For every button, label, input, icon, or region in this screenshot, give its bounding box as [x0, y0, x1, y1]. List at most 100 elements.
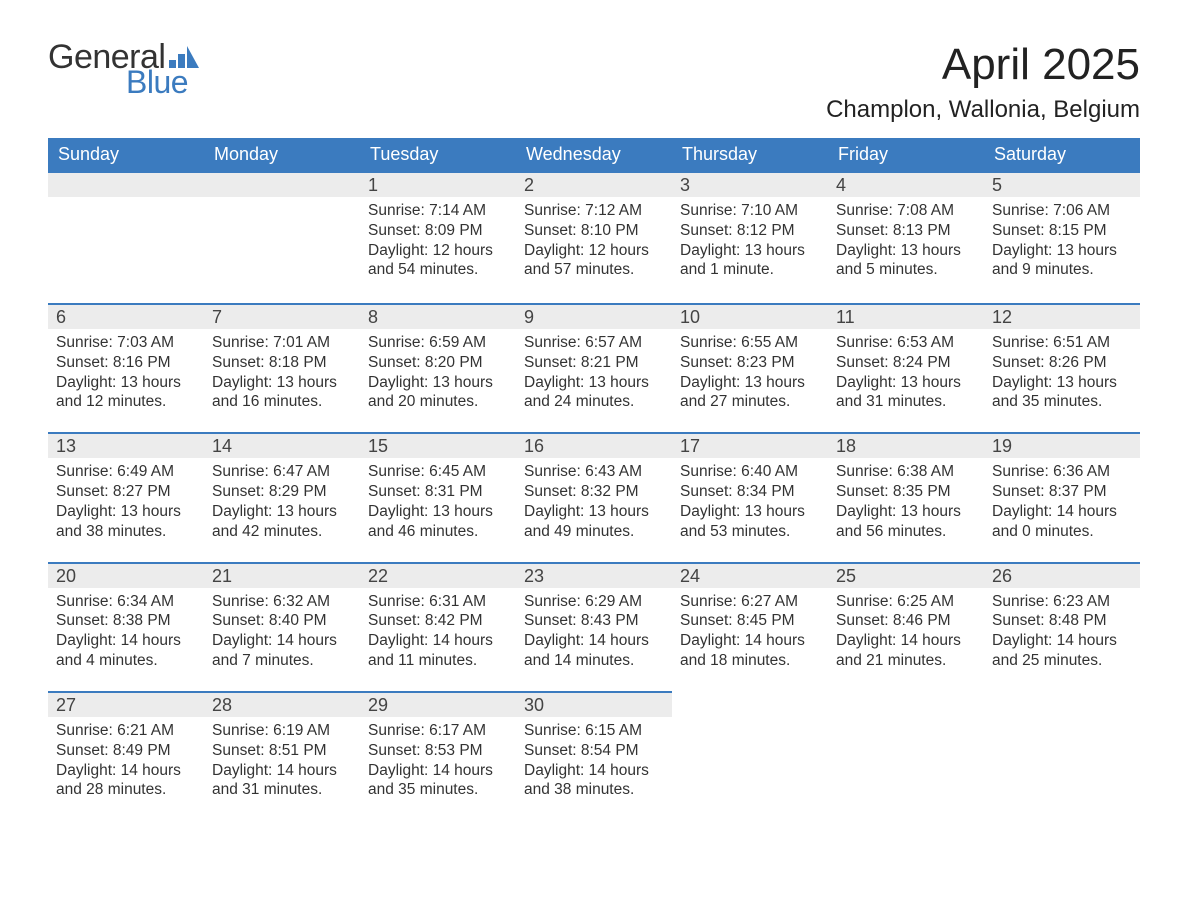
calendar-day: 18Sunrise: 6:38 AMSunset: 8:35 PMDayligh…	[828, 432, 984, 541]
day-number: 13	[48, 432, 204, 458]
calendar: SundayMondayTuesdayWednesdayThursdayFrid…	[48, 138, 1140, 803]
day-details: Sunrise: 6:40 AMSunset: 8:34 PMDaylight:…	[672, 458, 828, 541]
sunrise-text: Sunrise: 6:34 AM	[56, 592, 196, 612]
day-details: Sunrise: 6:19 AMSunset: 8:51 PMDaylight:…	[204, 717, 360, 800]
calendar-day	[828, 691, 984, 803]
day-number: 26	[984, 562, 1140, 588]
day-number: 10	[672, 303, 828, 329]
calendar-body: 1Sunrise: 7:14 AMSunset: 8:09 PMDaylight…	[48, 171, 1140, 803]
daylight-text: Daylight: 13 hours	[992, 241, 1132, 261]
sunset-text: Sunset: 8:18 PM	[212, 353, 352, 373]
sunset-text: Sunset: 8:49 PM	[56, 741, 196, 761]
day-details	[828, 717, 984, 803]
daylight-text: Daylight: 14 hours	[212, 761, 352, 781]
daylight-text: and 5 minutes.	[836, 260, 976, 280]
calendar-week: 20Sunrise: 6:34 AMSunset: 8:38 PMDayligh…	[48, 562, 1140, 671]
sunset-text: Sunset: 8:15 PM	[992, 221, 1132, 241]
calendar-day: 23Sunrise: 6:29 AMSunset: 8:43 PMDayligh…	[516, 562, 672, 671]
weekday-header: Thursday	[672, 138, 828, 171]
weekday-header: Saturday	[984, 138, 1140, 171]
sunrise-text: Sunrise: 6:45 AM	[368, 462, 508, 482]
weekday-header: Wednesday	[516, 138, 672, 171]
calendar-week: 13 Sunrise: 6:49 AMSunset: 8:27 PM Dayligh…	[48, 432, 1140, 541]
daylight-text: Daylight: 13 hours	[680, 241, 820, 261]
day-details: Sunrise: 6:25 AMSunset: 8:46 PMDaylight:…	[828, 588, 984, 671]
daylight-text: Daylight: 14 hours	[56, 761, 196, 781]
day-details: Sunrise: 7:01 AMSunset: 8:18 PMDaylight:…	[204, 329, 360, 412]
day-details: Sunrise: 6:57 AMSunset: 8:21 PMDaylight:…	[516, 329, 672, 412]
weekday-header: Tuesday	[360, 138, 516, 171]
sunset-text: Sunset: 8:24 PM	[836, 353, 976, 373]
daylight-text: and 27 minutes.	[680, 392, 820, 412]
daylight-text: Daylight: 14 hours	[836, 631, 976, 651]
daylight-text: Daylight: 12 hours	[368, 241, 508, 261]
day-number: 25	[828, 562, 984, 588]
daylight-text: and 53 minutes.	[680, 522, 820, 542]
sunset-text: Sunset: 8:09 PM	[368, 221, 508, 241]
day-details: Sunrise: 6:15 AMSunset: 8:54 PMDaylight:…	[516, 717, 672, 800]
sunrise-text: Sunrise: 6:57 AM	[524, 333, 664, 353]
day-number: 6	[48, 303, 204, 329]
day-number: 19	[984, 432, 1140, 458]
weekday-header: Friday	[828, 138, 984, 171]
sunset-text: Sunset: 8:51 PM	[212, 741, 352, 761]
day-details: Sunrise: 6:55 AMSunset: 8:23 PMDaylight:…	[672, 329, 828, 412]
sunset-text: Sunset: 8:37 PM	[992, 482, 1132, 502]
sunset-text: Sunset: 8:27 PM	[56, 482, 196, 502]
sunset-text: Sunset: 8:23 PM	[680, 353, 820, 373]
calendar-day: 13Sunrise: 6:49 AMSunset: 8:27 PMDayligh…	[48, 432, 204, 541]
daylight-text: and 16 minutes.	[212, 392, 352, 412]
daylight-text: Daylight: 13 hours	[368, 373, 508, 393]
day-number: 11	[828, 303, 984, 329]
day-details: Sunrise: 6:59 AMSunset: 8:20 PMDaylight:…	[360, 329, 516, 412]
sunset-text: Sunset: 8:35 PM	[836, 482, 976, 502]
daylight-text: and 31 minutes.	[836, 392, 976, 412]
sunrise-text: Sunrise: 6:17 AM	[368, 721, 508, 741]
calendar-day: 22Sunrise: 6:31 AMSunset: 8:42 PMDayligh…	[360, 562, 516, 671]
day-number: 30	[516, 691, 672, 717]
day-details: Sunrise: 6:53 AMSunset: 8:24 PMDaylight:…	[828, 329, 984, 412]
sunset-text: Sunset: 8:21 PM	[524, 353, 664, 373]
daylight-text: Daylight: 14 hours	[992, 502, 1132, 522]
day-number: 15	[360, 432, 516, 458]
day-number: 2	[516, 171, 672, 197]
daylight-text: Daylight: 14 hours	[524, 761, 664, 781]
day-number: 17	[672, 432, 828, 458]
daylight-text: Daylight: 13 hours	[212, 373, 352, 393]
daylight-text: and 35 minutes.	[992, 392, 1132, 412]
day-number: 4	[828, 171, 984, 197]
sunset-text: Sunset: 8:54 PM	[524, 741, 664, 761]
daylight-text: Daylight: 13 hours	[836, 241, 976, 261]
daylight-text: and 35 minutes.	[368, 780, 508, 800]
sunrise-text: Sunrise: 6:25 AM	[836, 592, 976, 612]
sunrise-text: Sunrise: 7:06 AM	[992, 201, 1132, 221]
day-details: Sunrise: 6:29 AMSunset: 8:43 PMDaylight:…	[516, 588, 672, 671]
daylight-text: and 38 minutes.	[56, 522, 196, 542]
calendar-week: 1Sunrise: 7:14 AMSunset: 8:09 PMDaylight…	[48, 171, 1140, 283]
calendar-day: 21Sunrise: 6:32 AMSunset: 8:40 PMDayligh…	[204, 562, 360, 671]
sunrise-text: Sunrise: 6:49 AM	[56, 462, 196, 482]
sunset-text: Sunset: 8:45 PM	[680, 611, 820, 631]
day-details: Sunrise: 6:43 AMSunset: 8:32 PMDaylight:…	[516, 458, 672, 541]
day-number: 8	[360, 303, 516, 329]
calendar-day: 24Sunrise: 6:27 AMSunset: 8:45 PMDayligh…	[672, 562, 828, 671]
sunrise-text: Sunrise: 7:08 AM	[836, 201, 976, 221]
daylight-text: and 54 minutes.	[368, 260, 508, 280]
calendar-day: 17Sunrise: 6:40 AMSunset: 8:34 PMDayligh…	[672, 432, 828, 541]
calendar-day: 15Sunrise: 6:45 AMSunset: 8:31 PMDayligh…	[360, 432, 516, 541]
day-details: Sunrise: 6:47 AMSunset: 8:29 PMDaylight:…	[204, 458, 360, 541]
weekday-header-row: SundayMondayTuesdayWednesdayThursdayFrid…	[48, 138, 1140, 171]
day-number	[204, 171, 360, 197]
daylight-text: and 49 minutes.	[524, 522, 664, 542]
day-number: 29	[360, 691, 516, 717]
sunset-text: Sunset: 8:43 PM	[524, 611, 664, 631]
logo: General Blue	[48, 40, 203, 98]
title-block: April 2025 Champlon, Wallonia, Belgium	[826, 40, 1140, 124]
sunset-text: Sunset: 8:12 PM	[680, 221, 820, 241]
day-number: 3	[672, 171, 828, 197]
sunrise-text: Sunrise: 6:38 AM	[836, 462, 976, 482]
day-details: Sunrise: 6:21 AMSunset: 8:49 PMDaylight:…	[48, 717, 204, 800]
sunset-text: Sunset: 8:53 PM	[368, 741, 508, 761]
sunrise-text: Sunrise: 7:14 AM	[368, 201, 508, 221]
sunrise-text: Sunrise: 6:27 AM	[680, 592, 820, 612]
